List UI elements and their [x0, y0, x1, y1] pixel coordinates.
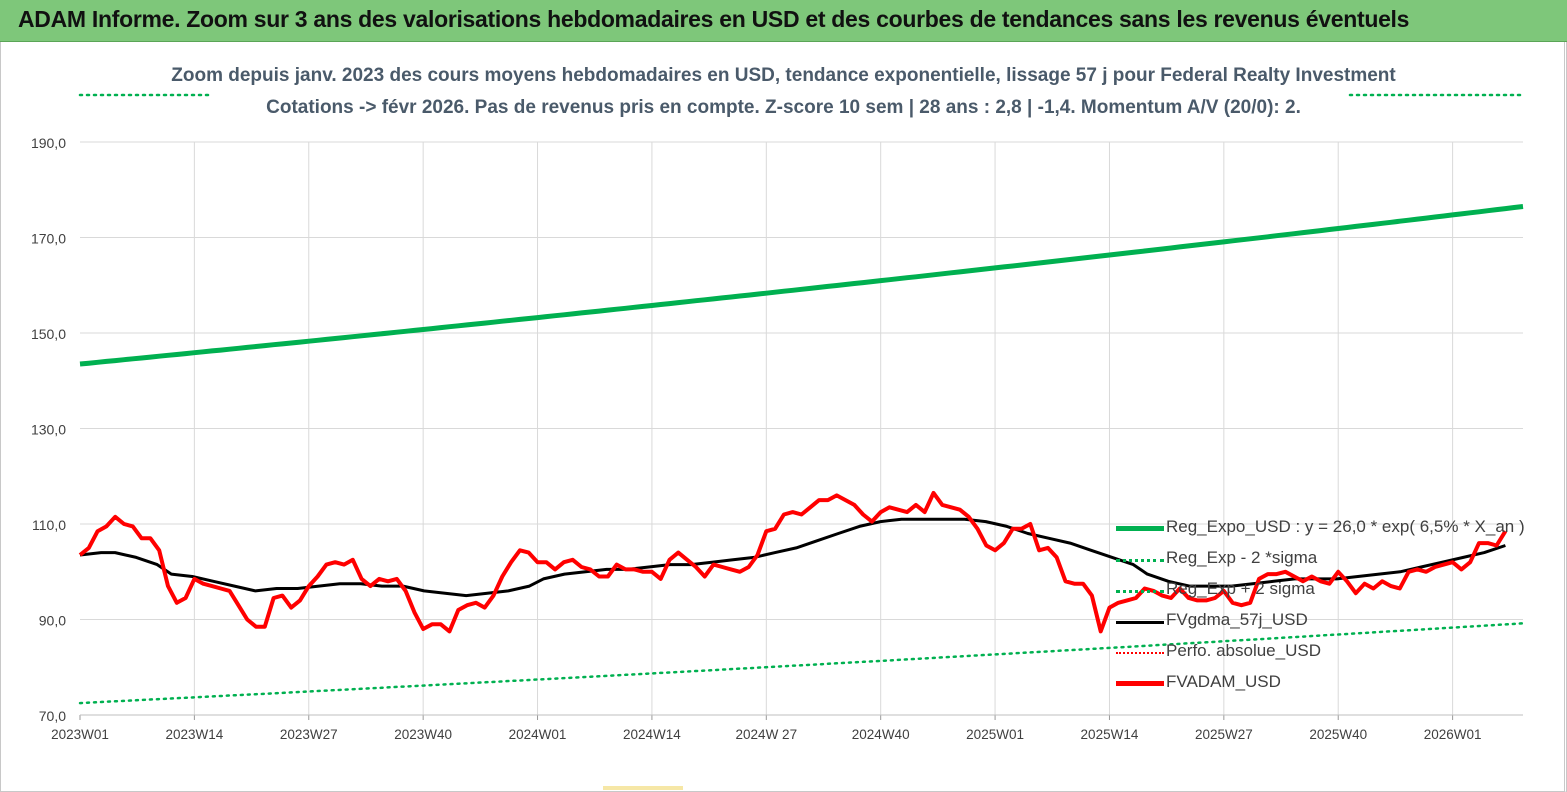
x-tick-label: 2023W01	[51, 727, 109, 742]
x-tick-label: 2025W27	[1195, 727, 1253, 742]
legend-swatch-dotted-red	[1116, 652, 1164, 654]
y-tick-label: 70,0	[39, 708, 66, 724]
report-title: ADAM Informe. Zoom sur 3 ans des valoris…	[18, 6, 1410, 32]
legend-label-fvgdma: FVgdma_57j_USD	[1166, 610, 1308, 629]
y-tick-label: 110,0	[32, 517, 66, 533]
x-tick-label: 2025W01	[966, 727, 1024, 742]
chart-axes: 70,0 90,0 110,0 130,0 150,0 170,0 190,0 2023W01…	[31, 135, 1523, 742]
chart-title-line1: Zoom depuis janv. 2023 des cours moyens …	[171, 65, 1396, 86]
legend-swatch-black	[1116, 621, 1164, 624]
y-tick-label: 150,0	[31, 326, 66, 342]
scroll-indicator	[603, 786, 683, 790]
y-tick-label: 130,0	[31, 422, 66, 438]
x-tick-label: 2024W14	[623, 727, 681, 742]
x-tick-label: 2026W01	[1424, 727, 1482, 742]
chart-gridlines	[80, 141, 1523, 715]
x-tick-label: 2023W40	[394, 727, 452, 742]
legend-label-reg-exp-plus: Reg_Exp + 2 sigma	[1166, 579, 1315, 598]
x-tick-label: 2024W01	[509, 727, 567, 742]
x-tick-label: 2024W 27	[736, 727, 798, 742]
y-tick-label: 90,0	[39, 613, 66, 629]
x-tick-label: 2023W27	[280, 727, 338, 742]
legend-swatch-dotted-green	[1116, 559, 1164, 562]
x-tick-label: 2024W40	[852, 727, 910, 742]
legend-label-reg-expo: Reg_Expo_USD : y = 26,0 * exp( 6,5% * X_…	[1166, 517, 1525, 536]
x-tick-label: 2025W14	[1081, 727, 1139, 742]
y-tick-label: 190,0	[31, 135, 66, 151]
x-tick-label: 2025W40	[1309, 727, 1367, 742]
report-banner: ADAM Informe. Zoom sur 3 ans des valoris…	[0, 0, 1567, 42]
legend-swatch-solid-green	[1116, 526, 1164, 531]
series-reg-exp-minus	[78, 622, 1525, 705]
x-tick-label: 2023W14	[165, 727, 223, 742]
series-reg-expo	[79, 204, 1524, 367]
legend-label-reg-exp-minus: Reg_Exp - 2 *sigma	[1166, 548, 1318, 567]
chart-title-line2: Cotations -> févr 2026. Pas de revenus p…	[266, 97, 1301, 118]
series-fvadam	[78, 491, 1508, 634]
legend-swatch-dotted-green-2	[1116, 590, 1164, 593]
y-tick-label: 170,0	[31, 231, 66, 247]
legend-swatch-solid-red	[1116, 681, 1164, 686]
legend-label-fvadam: FVADAM_USD	[1166, 672, 1281, 691]
chart-series	[78, 93, 1525, 705]
legend-label-perfo: Perfo. absolue_USD	[1166, 641, 1321, 660]
